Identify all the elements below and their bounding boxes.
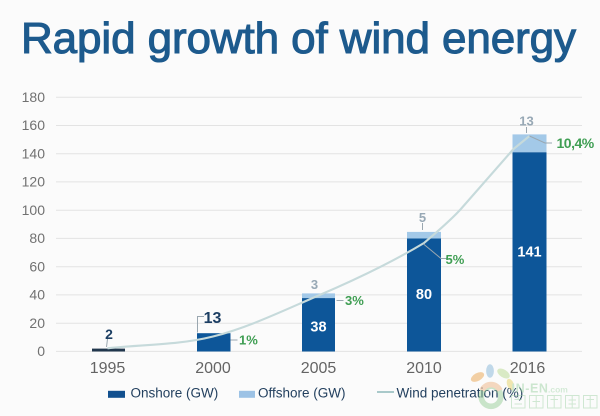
svg-text:IN-EN: IN-EN <box>512 382 549 396</box>
svg-text:2: 2 <box>105 326 113 342</box>
svg-text:120: 120 <box>22 174 46 190</box>
svg-text:40: 40 <box>29 287 45 303</box>
svg-text:Onshore (GW): Onshore (GW) <box>131 386 219 401</box>
svg-text:Offshore (GW): Offshore (GW) <box>258 386 346 401</box>
svg-text:13: 13 <box>519 114 533 129</box>
svg-text:3: 3 <box>311 277 318 292</box>
svg-text:1995: 1995 <box>90 360 126 377</box>
svg-text:60: 60 <box>29 258 45 274</box>
svg-text:Rapid growth of wind energy: Rapid growth of wind energy <box>21 14 576 63</box>
svg-text:10,4%: 10,4% <box>557 135 595 151</box>
svg-text:141: 141 <box>517 245 541 261</box>
svg-text:20: 20 <box>29 315 45 331</box>
svg-text:2010: 2010 <box>406 360 442 377</box>
svg-text:1%: 1% <box>239 333 258 348</box>
svg-text:100: 100 <box>22 202 46 218</box>
svg-text:Wind penetration (%): Wind penetration (%) <box>397 386 524 401</box>
svg-text:140: 140 <box>22 145 46 161</box>
svg-text:80: 80 <box>29 230 45 246</box>
svg-text:2005: 2005 <box>301 360 337 377</box>
svg-text:13: 13 <box>204 310 222 327</box>
svg-text:0: 0 <box>37 343 45 359</box>
svg-text:38: 38 <box>310 320 326 336</box>
svg-text:5: 5 <box>419 210 426 225</box>
svg-text:180: 180 <box>22 89 46 105</box>
svg-text:5%: 5% <box>446 252 465 267</box>
svg-text:160: 160 <box>22 117 46 133</box>
svg-text:80: 80 <box>416 287 432 303</box>
svg-text:2000: 2000 <box>195 360 231 377</box>
svg-text:3%: 3% <box>345 293 364 308</box>
svg-text:2016: 2016 <box>510 360 546 377</box>
svg-text:.com: .com <box>548 385 568 395</box>
